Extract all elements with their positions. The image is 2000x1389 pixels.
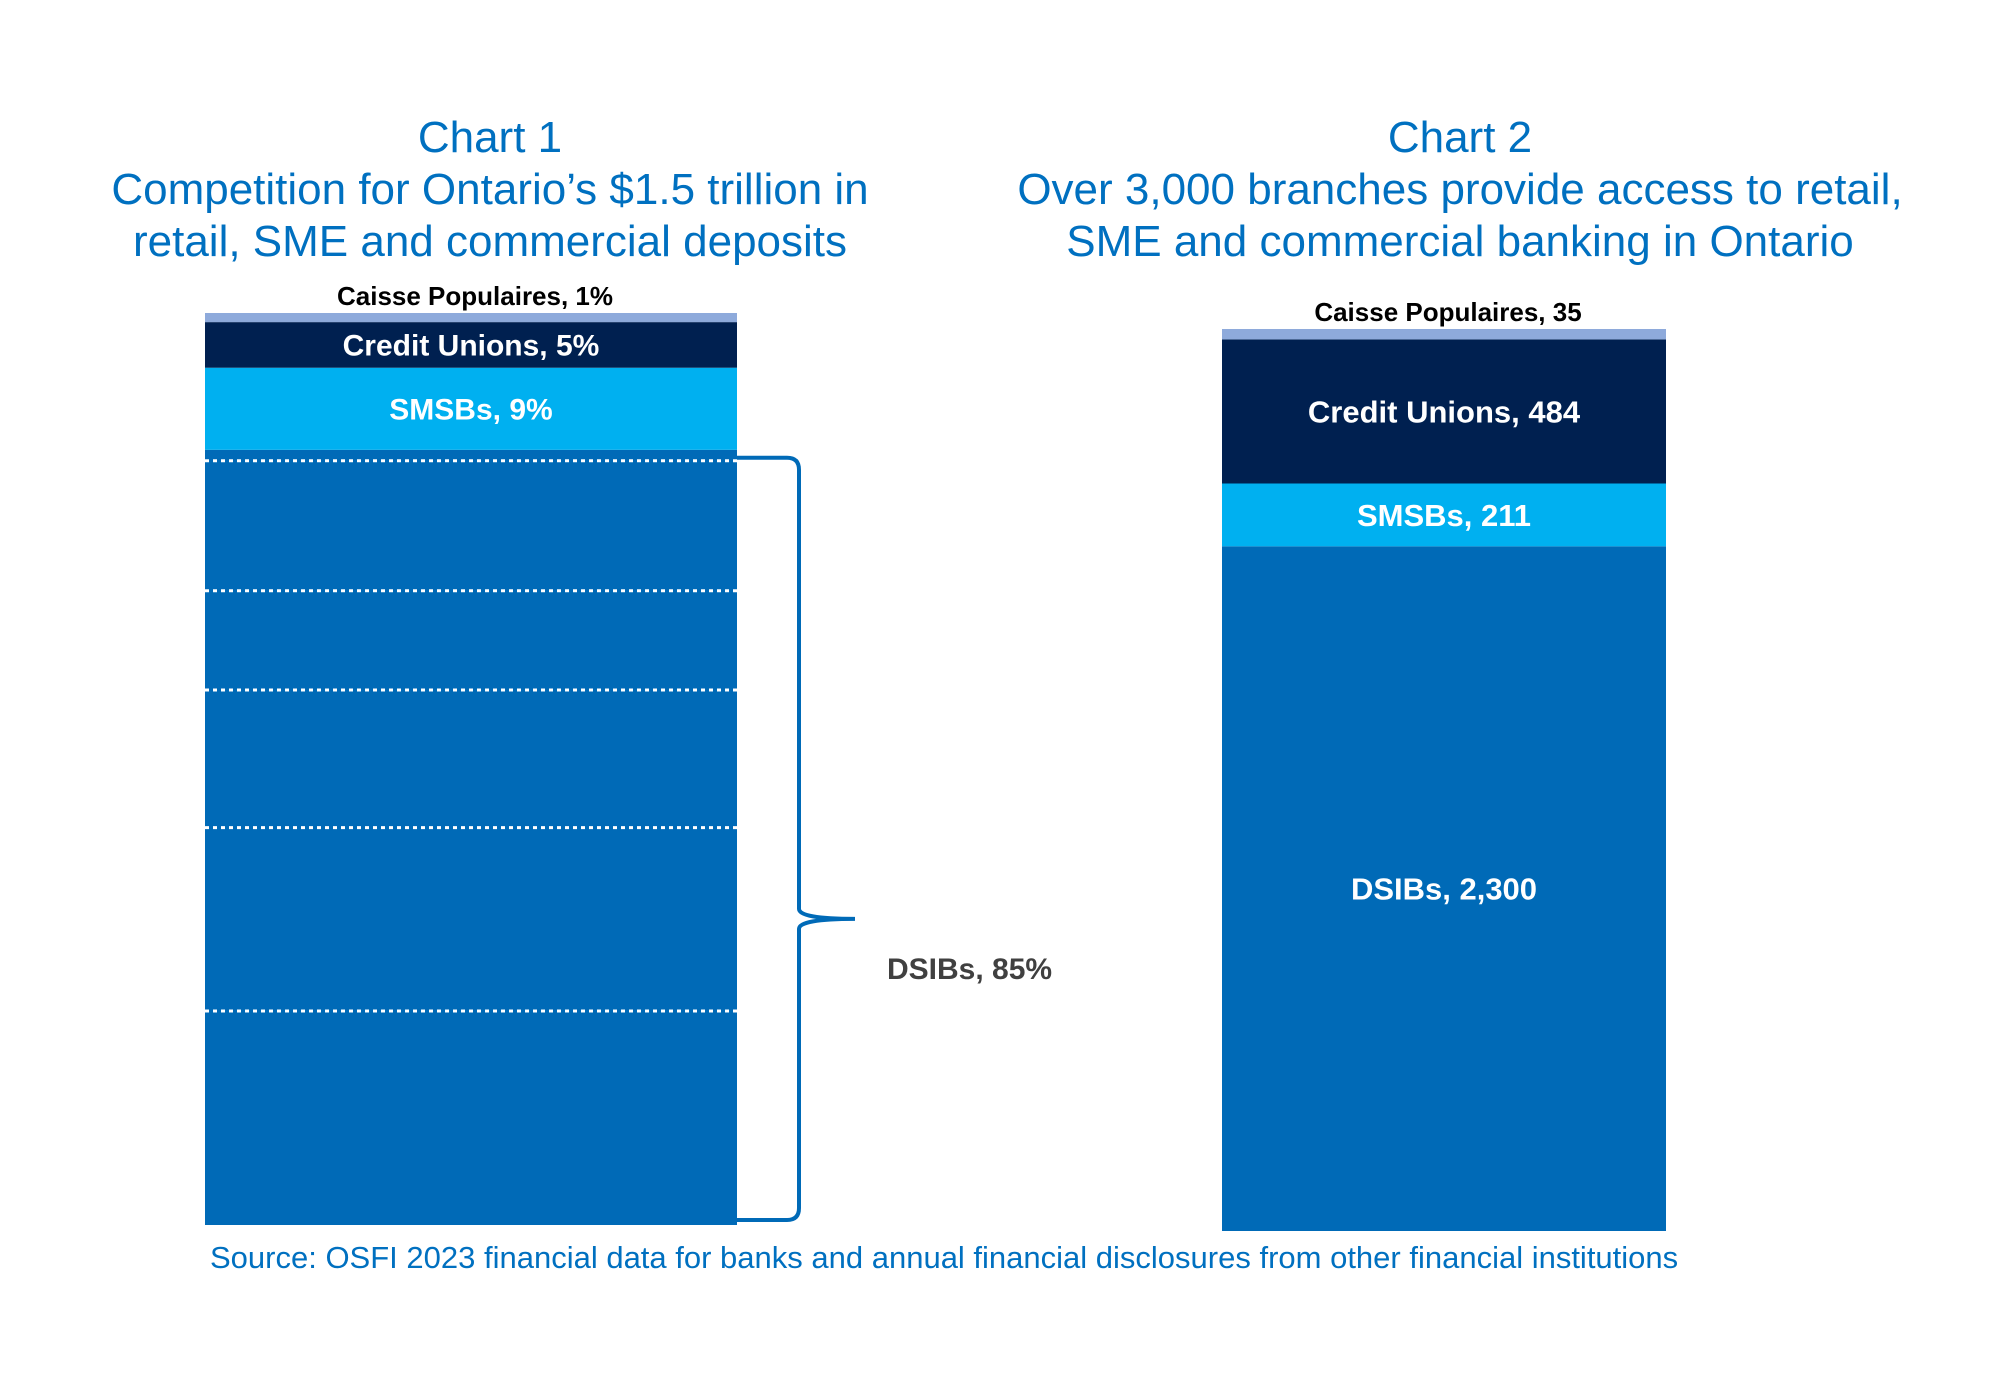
chart-1-bar-credit-unions	[205, 322, 737, 368]
chart-2-bar-dsibs	[1222, 546, 1666, 1231]
chart-2-bar-smsbs-label: SMSBs, 211	[1357, 498, 1531, 533]
chart-1-bar-dsibs-label: DSIBs, 85%	[887, 953, 1052, 986]
source-note: Source: OSFI 2023 financial data for ban…	[210, 1240, 1679, 1275]
chart-1-title-line-2: retail, SME and commercial deposits	[132, 217, 848, 266]
chart-2-bar-caisse-populaires	[1222, 329, 1666, 340]
chart-1-bar-dsibs	[205, 449, 737, 1225]
chart-1-heading: Chart 1	[417, 113, 563, 162]
chart-1-bar-dsibs-brace	[737, 455, 856, 1222]
chart-1-bar-smsbs-label: SMSBs, 9%	[389, 393, 552, 426]
chart-2-bar-dsibs-label: DSIBs, 2,300	[1351, 872, 1537, 907]
chart-1-title: Chart 1 Competition for Ontario’s $1.5 t…	[40, 112, 940, 268]
chart-1-bar-caisse-populaires	[205, 313, 737, 323]
chart-2-heading: Chart 2	[1387, 113, 1533, 162]
chart-1-bar-smsbs	[205, 367, 737, 450]
chart-2-bar-smsbs	[1222, 483, 1666, 547]
chart-2-title-line-2: SME and commercial banking in Ontario	[1066, 217, 1854, 266]
chart-2-title-line-1: Over 3,000 branches provide access to re…	[1017, 165, 1903, 214]
chart-1-title-line-1: Competition for Ontario’s $1.5 trillion …	[111, 165, 869, 214]
chart-1-bar-caisse-populaires-label: Caisse Populaires, 1%	[337, 281, 613, 311]
chart-2-title: Chart 2 Over 3,000 branches provide acce…	[950, 112, 1970, 268]
chart-1-bar-credit-unions-label: Credit Unions, 5%	[343, 329, 600, 362]
chart-2-bar-credit-unions-label: Credit Unions, 484	[1308, 394, 1581, 429]
chart-2-bar-credit-unions	[1222, 339, 1666, 484]
chart-2-bar-caisse-populaires-label: Caisse Populaires, 35	[1314, 297, 1581, 327]
